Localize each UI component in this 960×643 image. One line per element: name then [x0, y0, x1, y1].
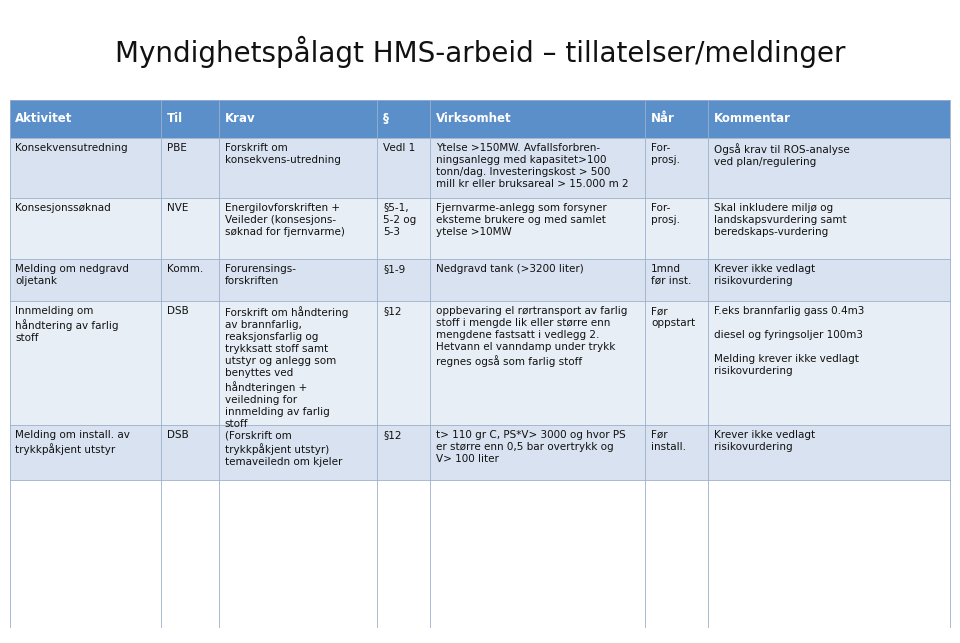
Text: Forurensings-
forskriften: Forurensings- forskriften: [225, 264, 296, 286]
Text: §: §: [383, 112, 389, 125]
Text: Før
install.: Før install.: [651, 430, 685, 452]
Text: Konsekvensutredning: Konsekvensutredning: [15, 143, 128, 153]
Text: Krever ikke vedlagt
risikovurdering: Krever ikke vedlagt risikovurdering: [714, 264, 815, 286]
Text: Aktivitet: Aktivitet: [15, 112, 73, 125]
Text: For-
prosj.: For- prosj.: [651, 143, 680, 165]
Bar: [10, 259, 950, 301]
Text: Konsesjonssøknad: Konsesjonssøknad: [15, 203, 111, 213]
Text: t> 110 gr C, PS*V> 3000 og hvor PS
er større enn 0,5 bar overtrykk og
V> 100 lit: t> 110 gr C, PS*V> 3000 og hvor PS er st…: [436, 430, 626, 464]
Text: §12: §12: [383, 306, 401, 316]
Text: Innmelding om
håndtering av farlig
stoff: Innmelding om håndtering av farlig stoff: [15, 306, 119, 343]
Text: Forskrift om håndtering
av brannfarlig,
reaksjonsfarlig og
trykksatt stoff samt
: Forskrift om håndtering av brannfarlig, …: [225, 306, 348, 428]
Text: Komm.: Komm.: [167, 264, 204, 274]
Text: Vedl 1: Vedl 1: [383, 143, 416, 153]
Text: Krav: Krav: [225, 112, 255, 125]
Text: Melding om install. av
trykkpåkjent utstyr: Melding om install. av trykkpåkjent utst…: [15, 430, 131, 455]
Text: oppbevaring el rørtransport av farlig
stoff i mengde lik eller større enn
mengde: oppbevaring el rørtransport av farlig st…: [436, 306, 627, 367]
Bar: [10, 138, 950, 198]
Text: 1mnd
før inst.: 1mnd før inst.: [651, 264, 691, 286]
Text: For-
prosj.: For- prosj.: [651, 203, 680, 226]
Text: DSB: DSB: [167, 430, 189, 440]
Text: Ytelse >150MW. Avfallsforbren-
ningsanlegg med kapasitet>100
tonn/dag. Investeri: Ytelse >150MW. Avfallsforbren- ningsanle…: [436, 143, 629, 189]
Text: Fjernvarme-anlegg som forsyner
eksteme brukere og med samlet
ytelse >10MW: Fjernvarme-anlegg som forsyner eksteme b…: [436, 203, 607, 237]
Text: Også krav til ROS-analyse
ved plan/regulering: Også krav til ROS-analyse ved plan/regul…: [714, 143, 850, 167]
Text: Energilovforskriften +
Veileder (konsesjons-
søknad for fjernvarme): Energilovforskriften + Veileder (konsesj…: [225, 203, 345, 237]
Text: Nedgravd tank (>3200 liter): Nedgravd tank (>3200 liter): [436, 264, 584, 274]
Bar: [10, 301, 950, 425]
Text: Forskrift om
konsekvens-utredning: Forskrift om konsekvens-utredning: [225, 143, 341, 165]
Text: Til: Til: [167, 112, 183, 125]
Text: §5-1,
5-2 og
5-3: §5-1, 5-2 og 5-3: [383, 203, 417, 237]
Text: PBE: PBE: [167, 143, 187, 153]
Text: Når: Når: [651, 112, 675, 125]
Bar: [10, 425, 950, 480]
Text: §1-9: §1-9: [383, 264, 405, 274]
Text: §12: §12: [383, 430, 401, 440]
Text: F.eks brannfarlig gass 0.4m3

diesel og fyringsoljer 100m3

Melding krever ikke : F.eks brannfarlig gass 0.4m3 diesel og f…: [714, 306, 865, 376]
Bar: [10, 100, 950, 138]
Text: Melding om nedgravd
oljetank: Melding om nedgravd oljetank: [15, 264, 130, 286]
Text: Kommentar: Kommentar: [714, 112, 791, 125]
Text: DSB: DSB: [167, 306, 189, 316]
Text: NVE: NVE: [167, 203, 188, 213]
Text: Skal inkludere miljø og
landskapsvurdering samt
beredskaps-vurdering: Skal inkludere miljø og landskapsvurderi…: [714, 203, 847, 237]
Text: Før
oppstart: Før oppstart: [651, 306, 695, 328]
Bar: [10, 198, 950, 259]
Text: (Forskrift om
trykkpåkjent utstyr)
temaveiledn om kjeler: (Forskrift om trykkpåkjent utstyr) temav…: [225, 430, 342, 467]
Text: Myndighetspålagt HMS-arbeid – tillatelser/meldinger: Myndighetspålagt HMS-arbeid – tillatelse…: [115, 35, 845, 68]
Text: Virksomhet: Virksomhet: [436, 112, 512, 125]
Text: Krever ikke vedlagt
risikovurdering: Krever ikke vedlagt risikovurdering: [714, 430, 815, 452]
